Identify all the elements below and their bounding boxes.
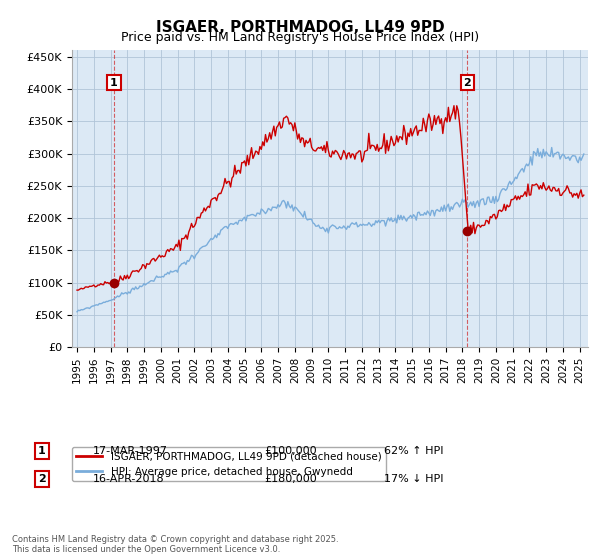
Legend: ISGAER, PORTHMADOG, LL49 9PD (detached house), HPI: Average price, detached hous: ISGAER, PORTHMADOG, LL49 9PD (detached h… — [72, 447, 386, 481]
Text: 17-MAR-1997: 17-MAR-1997 — [93, 446, 168, 456]
Text: Price paid vs. HM Land Registry's House Price Index (HPI): Price paid vs. HM Land Registry's House … — [121, 31, 479, 44]
Text: £100,000: £100,000 — [264, 446, 317, 456]
Text: £180,000: £180,000 — [264, 474, 317, 484]
Text: ISGAER, PORTHMADOG, LL49 9PD: ISGAER, PORTHMADOG, LL49 9PD — [155, 20, 445, 35]
Text: 2: 2 — [38, 474, 46, 484]
Text: Contains HM Land Registry data © Crown copyright and database right 2025.
This d: Contains HM Land Registry data © Crown c… — [12, 535, 338, 554]
Text: 1: 1 — [38, 446, 46, 456]
Text: 16-APR-2018: 16-APR-2018 — [93, 474, 164, 484]
Text: 1: 1 — [110, 78, 118, 88]
Text: 62% ↑ HPI: 62% ↑ HPI — [384, 446, 443, 456]
Text: 17% ↓ HPI: 17% ↓ HPI — [384, 474, 443, 484]
Text: 2: 2 — [463, 78, 471, 88]
